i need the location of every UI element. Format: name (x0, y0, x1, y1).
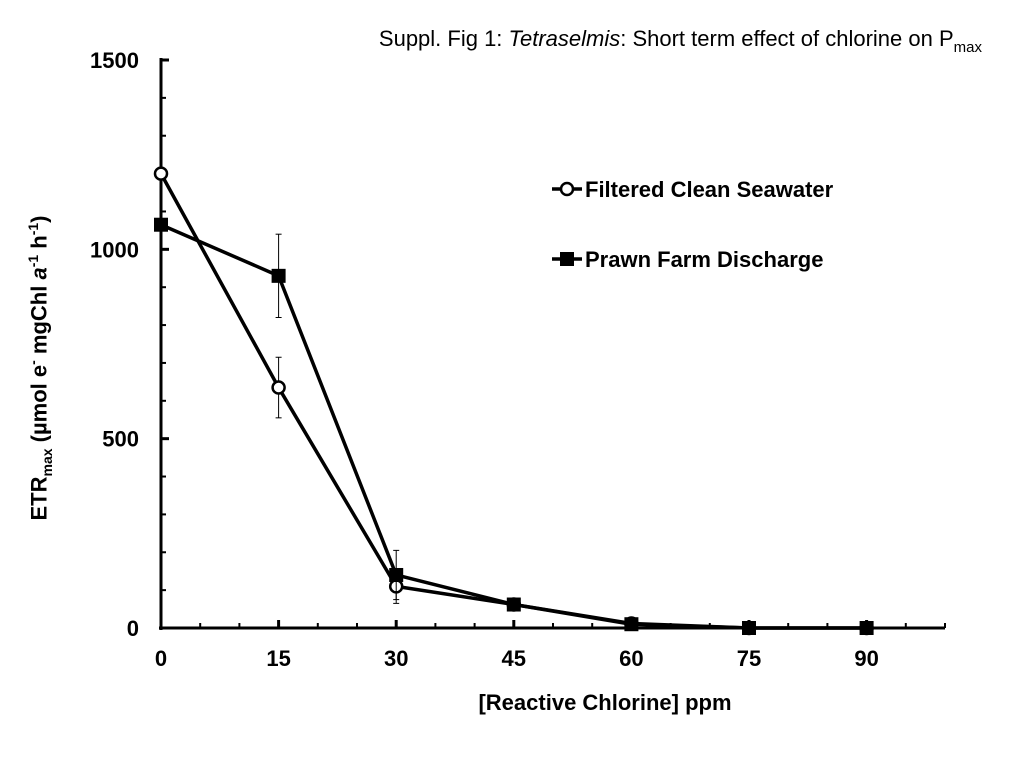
series-line (160, 223, 867, 630)
x-tick-label: 60 (619, 646, 643, 671)
x-tick-label: 75 (737, 646, 761, 671)
data-point (154, 217, 168, 232)
x-axis-label: [Reactive Chlorine] ppm (478, 690, 732, 715)
data-point (389, 567, 404, 582)
data-point (506, 597, 521, 612)
chart-title: Suppl. Fig 1: Tetraselmis: Short term ef… (378, 26, 982, 56)
y-tick-label: 0 (127, 616, 139, 641)
legend-label: Filtered Clean Seawater (585, 177, 834, 202)
data-point (859, 621, 874, 635)
legend-label: Prawn Farm Discharge (585, 247, 823, 272)
x-tick-label: 0 (155, 646, 167, 671)
x-tick-label: 45 (502, 646, 526, 671)
series-line (159, 172, 867, 630)
x-tick-label: 30 (384, 646, 408, 671)
data-point (271, 268, 286, 283)
legend-marker (560, 252, 574, 266)
data-point (271, 380, 286, 395)
data-point (153, 166, 169, 181)
x-tick-label: 15 (266, 646, 290, 671)
y-tick-label: 500 (102, 427, 139, 452)
y-tick-label: 1000 (90, 237, 139, 262)
legend-marker (559, 181, 575, 197)
data-point (624, 617, 639, 632)
data-point (742, 621, 756, 635)
x-tick-label: 90 (854, 646, 878, 671)
y-tick-label: 1500 (90, 48, 139, 73)
y-axis-label: ETRmax (µmol e- mgChl a-1 h-1) (25, 215, 55, 521)
